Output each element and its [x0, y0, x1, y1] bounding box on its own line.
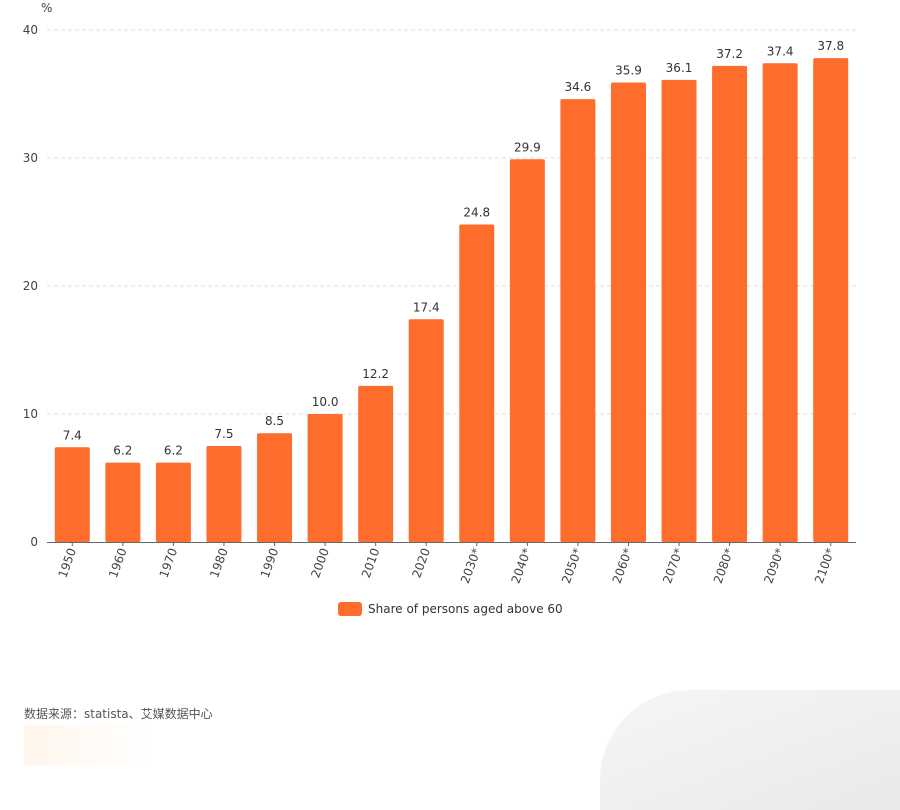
x-tick-label: 1970 [157, 546, 181, 579]
legend[interactable]: Share of persons aged above 60 [338, 602, 563, 616]
y-tick-label: 0 [30, 535, 38, 549]
x-tick-label: 2080* [711, 546, 737, 585]
data-label: 37.2 [716, 47, 743, 61]
bar [813, 58, 849, 542]
x-tick-label: 2050* [559, 546, 585, 585]
bar [105, 462, 141, 542]
bar-chart: 0 10 20 30 40% 7.4 1950 6.2 1960 6.2 1970 7.5 1980 8.… [23, 1, 856, 585]
data-label: 37.8 [817, 39, 844, 53]
bar [408, 319, 444, 542]
data-label: 35.9 [615, 63, 642, 77]
data-label: 7.5 [214, 427, 233, 441]
x-tick-label: 2020 [409, 546, 433, 579]
data-label: 6.2 [164, 444, 183, 458]
y-tick-label: 10 [23, 407, 38, 421]
bar [509, 159, 545, 542]
data-label: 29.9 [514, 140, 541, 154]
data-label: 36.1 [666, 61, 693, 75]
x-tick-label: 2100* [812, 546, 838, 585]
y-tick-label: 20 [23, 279, 38, 293]
bar [712, 65, 748, 542]
x-tick-label: 2030* [458, 546, 484, 585]
legend-label: Share of persons aged above 60 [368, 602, 563, 616]
bar [610, 82, 646, 542]
bar [459, 224, 495, 542]
bar [54, 447, 90, 542]
x-tick-label: 1950 [55, 546, 79, 579]
bar [155, 462, 191, 542]
decorative-corner-shape [600, 690, 900, 810]
x-tick-label: 1990 [258, 546, 282, 579]
x-tick-label: 1960 [106, 546, 130, 579]
x-tick-label: 2060* [610, 546, 636, 585]
legend-swatch [338, 602, 362, 616]
data-label: 24.8 [463, 206, 490, 220]
data-label: 12.2 [362, 367, 389, 381]
data-label: 34.6 [565, 80, 592, 94]
x-tick-label: 2070* [660, 546, 686, 585]
bar [257, 433, 293, 542]
x-tick-label: 1980 [207, 546, 231, 579]
source-note: 数据来源：statista、艾媒数据中心 [24, 707, 213, 721]
bar [762, 63, 798, 542]
data-label: 8.5 [265, 414, 284, 428]
data-label: 7.4 [63, 428, 82, 442]
data-label: 10.0 [312, 395, 339, 409]
x-tick-label: 2010 [359, 546, 383, 579]
bar [206, 446, 242, 542]
data-label: 6.2 [113, 444, 132, 458]
data-label: 37.4 [767, 44, 794, 58]
y-tick-label: 30 [23, 151, 38, 165]
y-tick-label: 40 [23, 23, 38, 37]
x-tick-label: 2090* [761, 546, 787, 585]
bar [358, 385, 394, 542]
decorative-watermark [24, 725, 154, 765]
data-label: 17.4 [413, 300, 440, 314]
bar [560, 99, 596, 543]
bar [661, 79, 697, 543]
x-tick-label: 2040* [509, 546, 535, 585]
y-unit-label: % [41, 1, 52, 15]
x-tick-label: 2000 [308, 546, 332, 579]
bar [307, 414, 343, 542]
